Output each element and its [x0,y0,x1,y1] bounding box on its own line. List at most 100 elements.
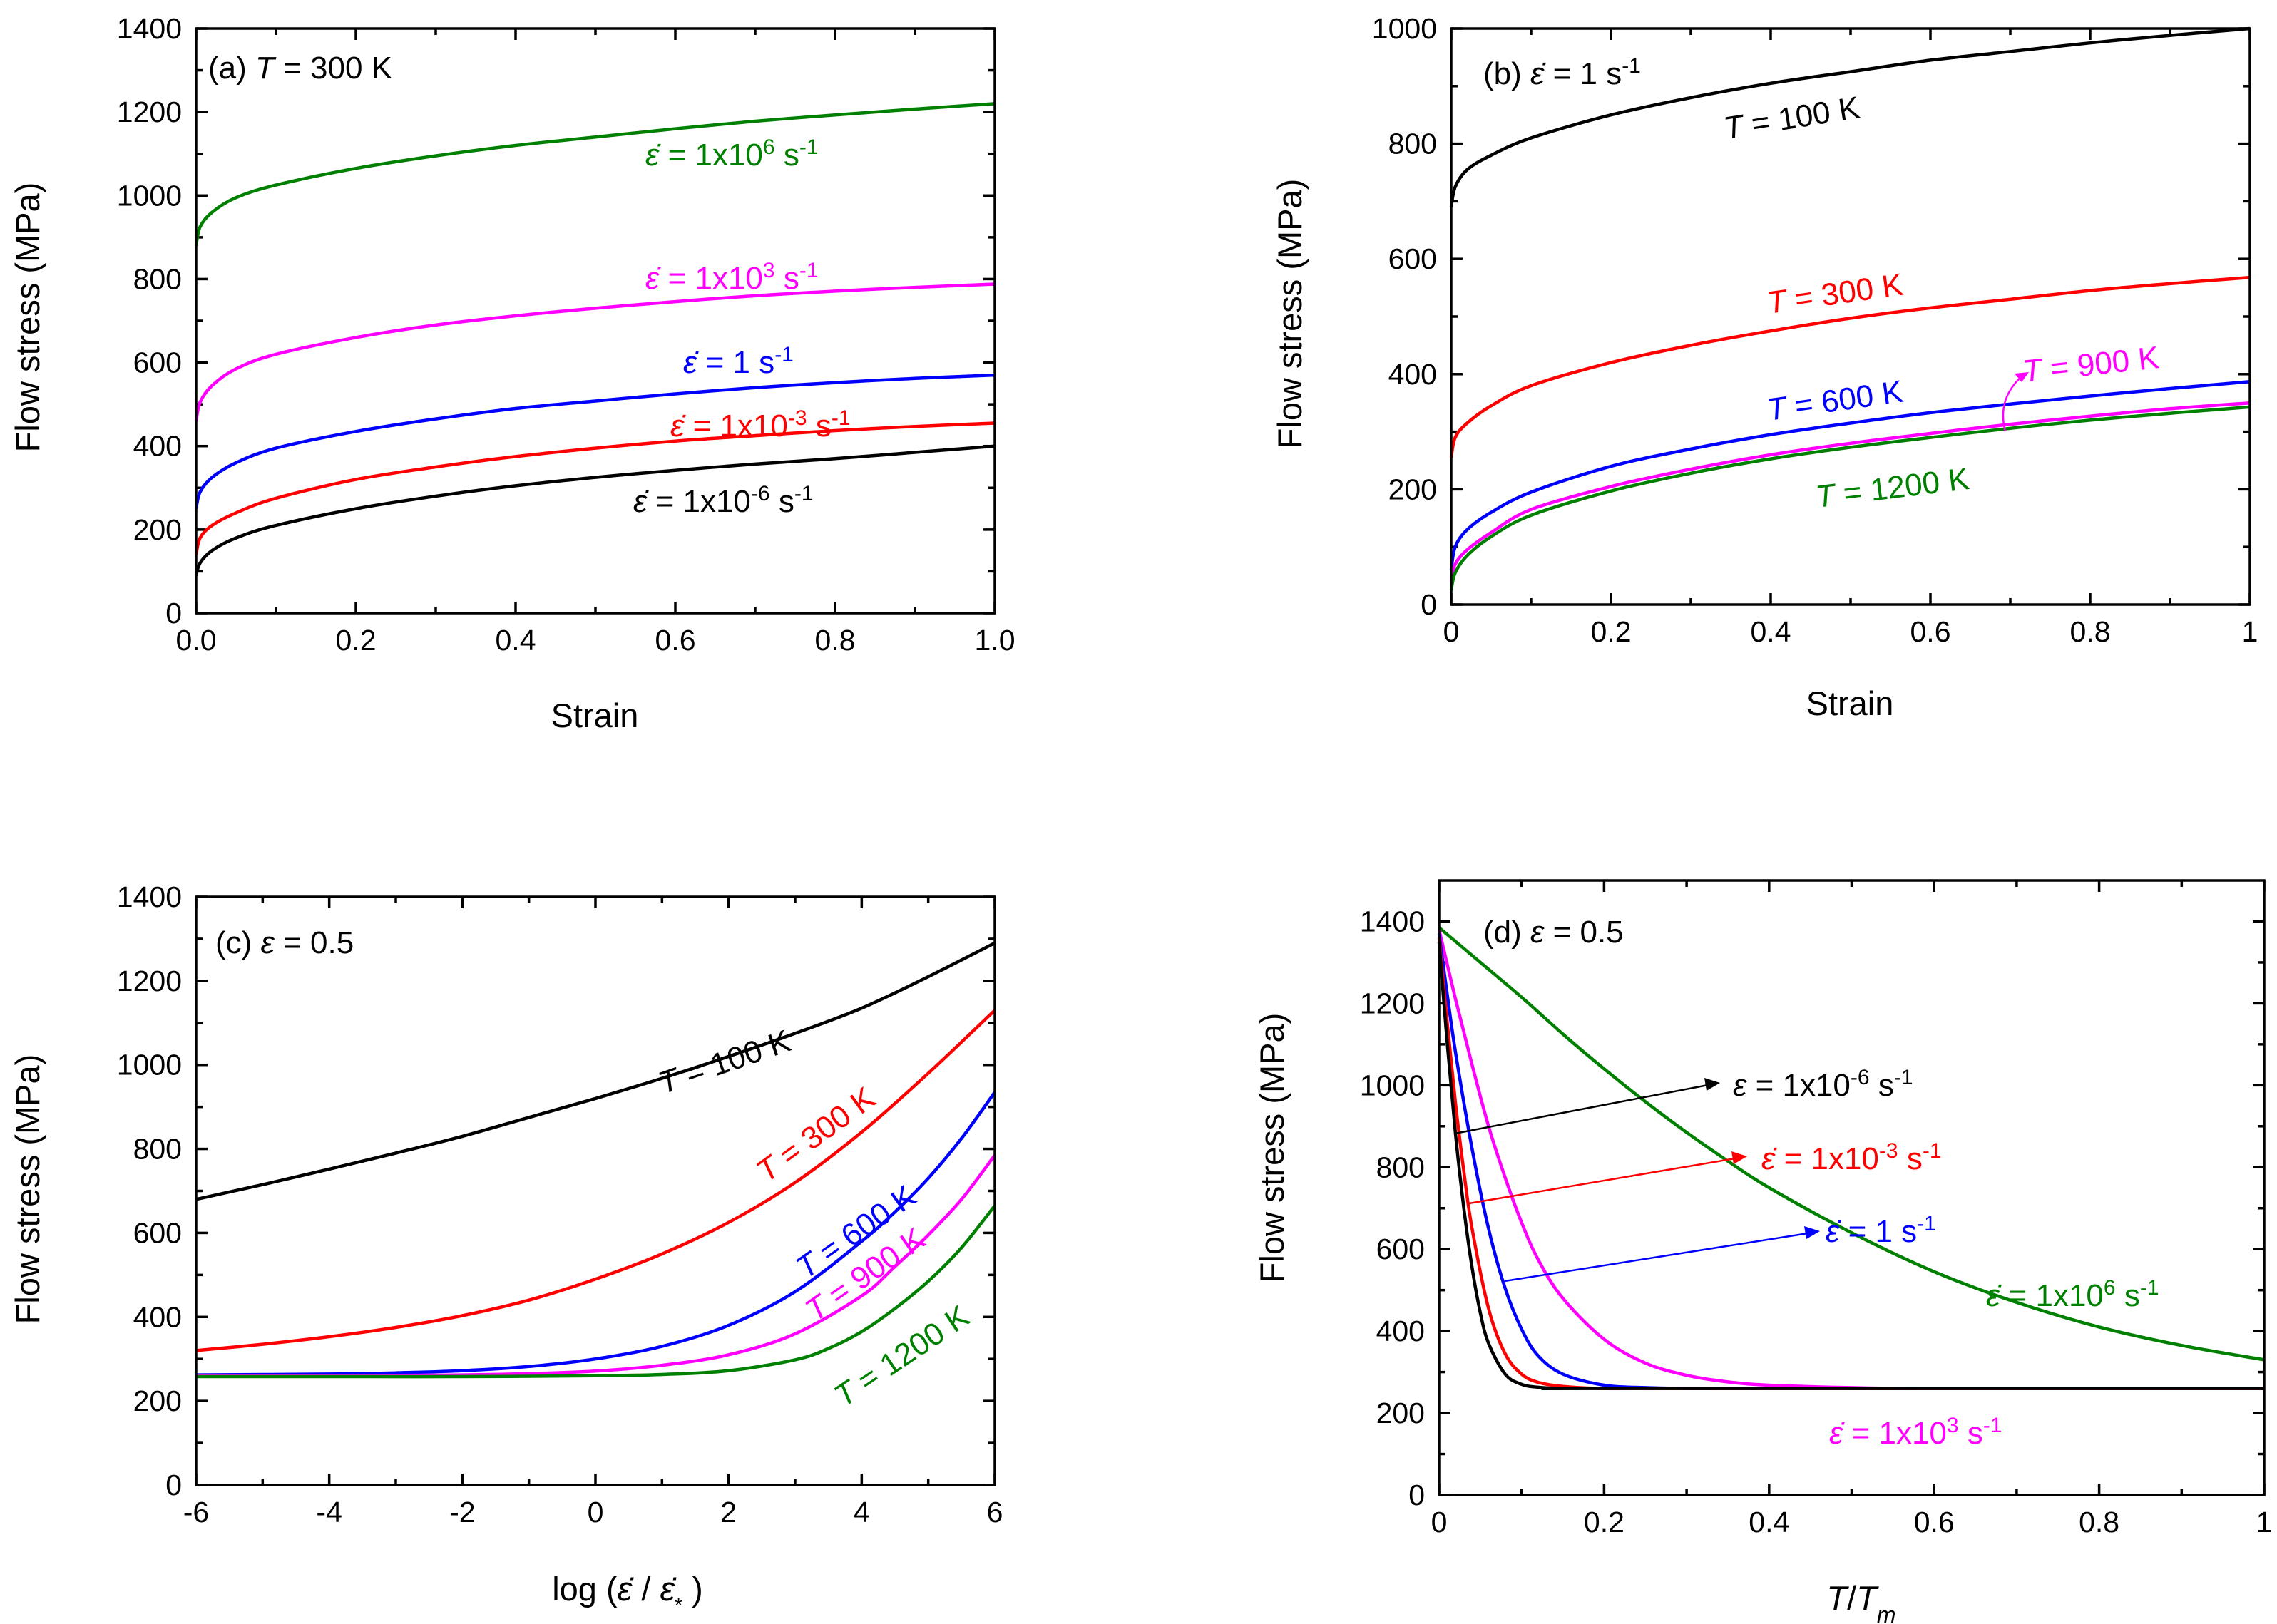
x-tick-label: 0.8 [2079,1506,2119,1538]
x-tick-label: 1 [2256,1506,2273,1538]
panel-b: 0 0.2 0.4 0.6 0.8 1 0 200 400 600 800 1000 (b) ε̇ =… [1372,12,2258,648]
x-tick-label: 0.4 [1749,1506,1789,1538]
panel-c-label-red: T = 300 K [750,1081,881,1190]
y-tick-label: 200 [133,513,182,546]
series-line-red [1449,275,2251,458]
series-line-blue [194,373,996,510]
panel-c-xlabel: log (ε̇ / ε̇* ) [552,1570,703,1616]
y-tick-label: 800 [1388,128,1437,160]
panel-a-label-blue: ε̇ = 1 s-1 [683,343,794,381]
x-tick-label: 0.4 [1751,615,1791,648]
panel-b-title: (b) ε̇ = 1 s-1 [1483,54,1641,92]
x-tick-label: 0 [1431,1506,1448,1538]
panel-d-arrow-blue [1504,1232,1808,1283]
panel-a-label-green: ε̇ = 1x106 s-1 [645,135,819,173]
panel-d-label-black: ε = 1x10-6 s-1 [1733,1066,1913,1104]
y-tick-label: 400 [1388,358,1437,391]
y-tick-label: 1000 [117,179,182,212]
panel-d-arrow-black [1454,1084,1709,1135]
series-line-black [1437,942,2264,1390]
y-tick-label: 0 [1408,1479,1425,1511]
panel-a-ticks: 0.0 0.2 0.4 0.6 0.8 1.0 0 200 400 600 800 1000 1200 1… [117,12,1015,657]
panel-c-title: (c) ε = 0.5 [215,925,354,960]
panel-b-label-magenta: T = 900 K [2021,340,2161,389]
panel-c-series [195,941,996,1379]
x-tick-label: 4 [854,1496,870,1528]
y-tick-label: 1000 [1372,12,1437,45]
panel-d-ylabel: Flow stress (MPa) [1253,1013,1291,1283]
y-tick-label: 1000 [1360,1069,1425,1101]
y-tick-label: 600 [1376,1233,1425,1265]
x-tick-label: 0.8 [2070,615,2111,648]
x-tick-label: -2 [449,1496,475,1528]
y-tick-label: 600 [133,346,182,379]
panel-d-frame [1438,879,2266,1496]
series-line-red [195,1009,996,1352]
y-tick-label: 800 [133,1133,182,1166]
y-tick-label: 1200 [1360,987,1425,1019]
x-tick-label: 1 [2242,615,2258,648]
panel-d-arrowhead-black [1704,1078,1720,1091]
x-tick-label: 1.0 [975,624,1015,657]
panel-c-label-green: T = 1200 K [828,1299,976,1414]
x-tick-label: 6 [987,1496,1003,1528]
y-tick-label: 600 [133,1216,182,1249]
panel-b-series [1449,26,2251,591]
panel-a-label-magenta: ε̇ = 1x103 s-1 [645,259,819,297]
panel-a-series [194,102,996,576]
y-tick-label: 1200 [117,96,182,128]
x-tick-label: 0.8 [815,624,856,657]
panel-a-label-red: ε̇ = 1x10-3 s-1 [670,406,851,444]
series-line-green [1449,405,2251,591]
panel-b-xlabel: Strain [1806,684,1894,722]
panel-a-title: (a) T = 300 K [208,51,392,86]
panel-d-series [1437,926,2265,1391]
series-line-red [194,421,996,555]
x-tick-label: 0.2 [1591,615,1632,648]
series-line-black [1449,26,2251,207]
panel-d: 0 0.2 0.4 0.6 0.8 10200400600800100012001400 … [1360,879,2273,1538]
panel-d-ticks: 0 0.2 0.4 0.6 0.8 1 0 200 400 600 800 1000 1200 1400 [1360,880,2273,1538]
y-tick-label: 1400 [117,880,182,913]
x-tick-label: 0.6 [1910,615,1951,648]
series-line-green [196,1204,996,1379]
panel-c: -6 -4 -2 0 2 4 6 0 200 400 600 800 1000 1200 1400 (c) … [117,880,1003,1528]
series-line-magenta [194,282,996,422]
panel-a-frame [195,27,996,615]
y-tick-label: 200 [1388,473,1437,505]
panel-d-label-green: ε̇ = 1x106 s-1 [1986,1276,2159,1314]
y-tick-label: 800 [1376,1151,1425,1183]
series-line-black [195,941,996,1201]
y-tick-label: 1400 [117,12,182,45]
series-line-green [1438,926,2265,1362]
y-tick-label: 800 [133,262,182,295]
y-tick-label: 1200 [117,965,182,997]
panel-d-xlabel: T/Tm [1826,1579,1895,1624]
x-tick-label: 2 [720,1496,737,1528]
series-line-green [194,102,996,247]
x-tick-label: 0.0 [176,624,217,657]
x-tick-label: 0.6 [655,624,696,657]
series-line-magenta [1449,401,2251,582]
panel-c-label-black: T = 100 K [654,1024,795,1101]
y-tick-label: 400 [133,1300,182,1333]
y-tick-label: 0 [165,597,182,629]
x-tick-label: 0.4 [496,624,536,657]
panel-d-label-red: ε̇ = 1x10-3 s-1 [1761,1139,1942,1177]
panel-c-frame [195,895,996,1486]
y-tick-label: 600 [1388,242,1437,275]
panel-a-ylabel: Flow stress (MPa) [9,183,46,453]
panel-b-arrow-900k [2002,376,2022,432]
panel-a-label-black: ε̇ = 1x10-6 s-1 [633,482,814,520]
panel-b-label-black: T = 100 K [1721,90,1862,145]
panel-d-title: (d) ε = 0.5 [1483,915,1624,950]
panel-d-arrow-red [1468,1157,1736,1205]
panel-b-arrowhead-900k [2015,372,2029,382]
panel-b-label-green: T = 1200 K [1813,461,1971,515]
panel-a-xlabel: Strain [551,697,639,734]
y-tick-label: 200 [133,1384,182,1417]
x-tick-label: 0 [588,1496,604,1528]
x-tick-label: -4 [316,1496,342,1528]
series-line-blue [195,1091,996,1377]
